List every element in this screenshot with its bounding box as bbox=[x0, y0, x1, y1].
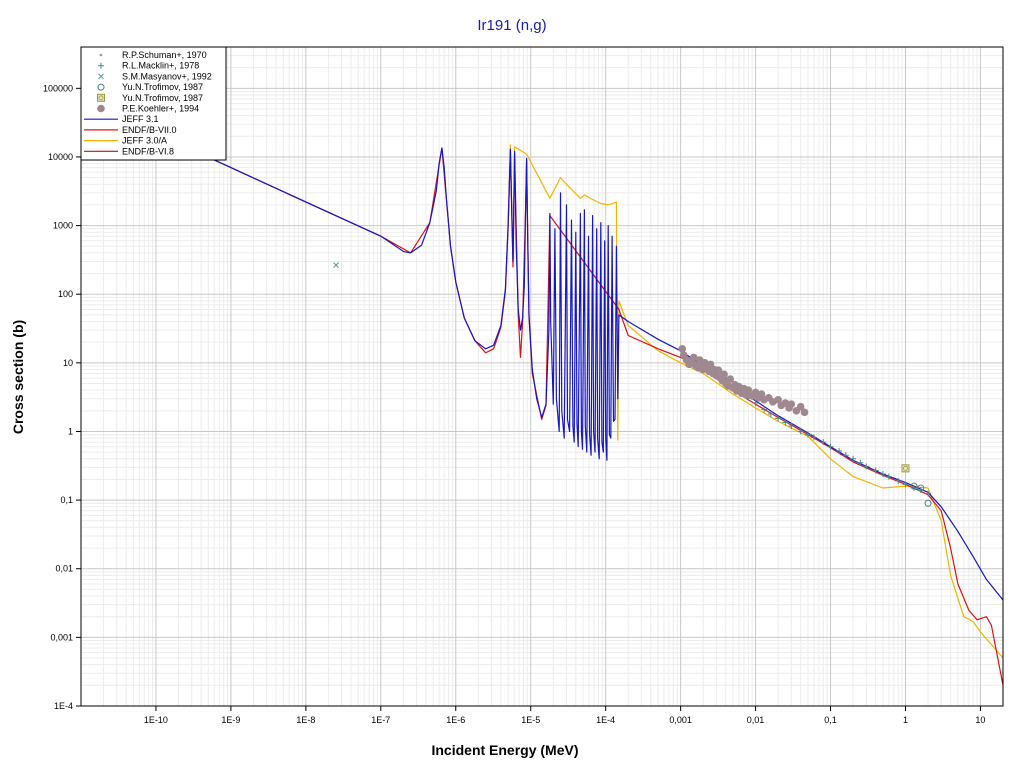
data-point bbox=[925, 490, 932, 497]
cross-b bbox=[98, 73, 104, 80]
legend-label: Yu.N.Trofimov, 1987 bbox=[122, 82, 203, 92]
data-point bbox=[788, 423, 795, 430]
y-tick-label: 1000 bbox=[53, 221, 73, 231]
data-point bbox=[796, 402, 805, 411]
y-tick-label: 10000 bbox=[48, 152, 73, 162]
data-point bbox=[895, 477, 902, 484]
data-point bbox=[842, 452, 849, 459]
data-point bbox=[800, 408, 809, 417]
series-line-jeff-3-1 bbox=[80, 98, 1004, 601]
data-point bbox=[820, 439, 827, 446]
data-point bbox=[879, 471, 886, 478]
data-point bbox=[910, 482, 918, 490]
legend-label: S.M.Masyanov+, 1992 bbox=[122, 71, 212, 81]
x-tick-label: 1E-9 bbox=[221, 715, 240, 725]
series-points bbox=[333, 262, 932, 507]
data-point bbox=[726, 375, 735, 383]
legend-label: JEFF 3.0/A bbox=[122, 136, 167, 146]
data-point bbox=[917, 484, 925, 492]
data-point bbox=[774, 395, 782, 404]
data-point bbox=[752, 399, 759, 406]
grid bbox=[81, 47, 1003, 707]
y-tick-label: 10 bbox=[63, 358, 73, 368]
x-tick-label: 1E-5 bbox=[521, 715, 540, 725]
data-point bbox=[782, 419, 789, 426]
data-point bbox=[836, 447, 843, 454]
chart-title: Ir191 (n,g) bbox=[477, 17, 546, 34]
legend-label: R.P.Schuman+, 1970 bbox=[122, 50, 207, 60]
data-point bbox=[863, 463, 870, 470]
data-point bbox=[827, 443, 834, 450]
data-point bbox=[804, 431, 811, 438]
data-point bbox=[714, 366, 723, 375]
x-tick-label: 1E-10 bbox=[144, 715, 168, 725]
legend-marker-swatch bbox=[99, 53, 103, 57]
data-point bbox=[333, 262, 339, 269]
data-point bbox=[690, 353, 698, 362]
y-tick-label: 1E-4 bbox=[54, 701, 73, 711]
x-axis-title: Incident Energy (MeV) bbox=[431, 742, 578, 758]
legend-label: R.L.Macklin+, 1978 bbox=[122, 61, 199, 71]
x-tick-label: 0,1 bbox=[824, 715, 837, 725]
x-tick-label: 1 bbox=[903, 715, 908, 725]
data-point bbox=[857, 459, 864, 466]
legend-marker-swatch bbox=[98, 62, 104, 69]
circle-part bbox=[903, 465, 908, 471]
y-tick-label: 0,001 bbox=[50, 632, 73, 642]
data-point bbox=[787, 400, 796, 408]
x-tick-label: 1E-4 bbox=[596, 715, 615, 725]
data-point bbox=[678, 345, 687, 353]
x-tick-label: 1E-6 bbox=[446, 715, 465, 725]
data-point bbox=[744, 386, 753, 394]
square-part bbox=[97, 93, 105, 102]
data-point bbox=[902, 481, 909, 488]
y-tick-label: 0,01 bbox=[55, 564, 73, 574]
y-tick-label: 100 bbox=[58, 289, 73, 299]
x-tick-label: 0,001 bbox=[669, 715, 692, 725]
legend-label: Yu.N.Trofimov, 1987 bbox=[122, 93, 203, 103]
legend-marker-swatch bbox=[97, 93, 105, 102]
cross-b bbox=[333, 262, 339, 269]
circle-part bbox=[98, 95, 104, 101]
x-tick-label: 0,01 bbox=[747, 715, 765, 725]
data-point bbox=[850, 455, 857, 462]
series-lines bbox=[80, 98, 1004, 686]
data-point bbox=[797, 428, 804, 435]
plot-frame bbox=[80, 46, 1004, 707]
y-tick-label: 100000 bbox=[43, 83, 73, 93]
legend-marker-swatch bbox=[98, 73, 104, 80]
y-tick-label: 0,1 bbox=[60, 495, 73, 505]
data-point bbox=[885, 473, 892, 480]
data-point bbox=[901, 464, 910, 473]
legend-label: ENDF/B-VII.0 bbox=[122, 125, 177, 135]
legend-marker-swatch bbox=[97, 104, 105, 113]
x-tick-label: 1E-8 bbox=[296, 715, 315, 725]
legend-label: JEFF 3.1 bbox=[122, 114, 159, 124]
data-point bbox=[810, 434, 817, 441]
series-line-jeff-3-0-a bbox=[507, 144, 1004, 659]
data-point bbox=[761, 406, 768, 413]
legend-label: P.E.Koehler+, 1994 bbox=[122, 104, 199, 114]
y-tick-label: 1 bbox=[68, 426, 73, 436]
data-point bbox=[720, 370, 728, 379]
x-tick-label: 10 bbox=[975, 715, 985, 725]
legend-marker-swatch bbox=[97, 83, 105, 91]
data-point bbox=[924, 499, 932, 507]
square-part bbox=[901, 464, 910, 473]
x-tick-label: 1E-7 bbox=[371, 715, 390, 725]
data-point bbox=[872, 467, 879, 474]
data-point bbox=[775, 415, 782, 422]
data-point bbox=[767, 410, 774, 417]
legend-label: ENDF/B-VI.8 bbox=[122, 146, 174, 156]
tick-labels: 1E-10 1E-9 1E-8 1E-7 1E-6 1E-5 1E-4 0,001 0,01 0,… bbox=[43, 83, 985, 725]
y-axis-title: Cross section (b) bbox=[10, 320, 26, 434]
